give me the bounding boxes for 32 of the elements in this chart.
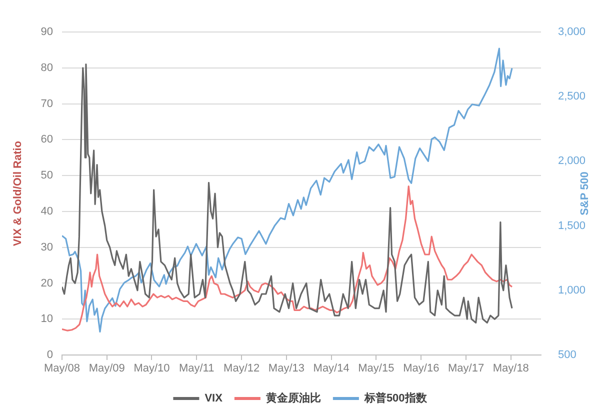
x-tick-label: May/16: [403, 362, 440, 375]
y2-tick-label: 2,500: [558, 90, 586, 103]
legend-label: 黄金原油比: [264, 392, 321, 405]
y-tick-label: 40: [40, 205, 53, 218]
y-tick-label: 50: [40, 170, 53, 182]
x-tick-label: May/15: [358, 362, 394, 375]
y2-tick-label: 500: [558, 349, 576, 362]
y2-axis-title: S&P 500: [579, 172, 592, 216]
y2-tick-label: 3,000: [558, 26, 586, 38]
y-tick-label: 20: [40, 277, 53, 290]
y-tick-label: 0: [46, 349, 53, 362]
y-axis-title: VIX & Gold/Oil Ratio: [12, 140, 24, 246]
x-tick-label: May/08: [44, 362, 80, 375]
y2-tick-label: 1,000: [558, 284, 586, 296]
x-tick-label: May/17: [448, 362, 484, 375]
y-tick-label: 30: [40, 241, 53, 254]
x-tick-label: May/11: [178, 362, 214, 375]
x-tick-label: May/14: [313, 362, 350, 375]
x-tick-label: May/12: [224, 362, 260, 375]
x-tick-label: May/13: [268, 362, 304, 375]
legend-label: VIX: [204, 392, 224, 405]
y-tick-label: 90: [40, 26, 53, 38]
legend-label: 标普500指数: [363, 392, 428, 405]
x-tick-label: May/10: [134, 362, 170, 375]
y-tick-label: 70: [40, 98, 53, 110]
y-tick-label: 10: [40, 313, 53, 326]
y-tick-label: 80: [40, 62, 53, 74]
y2-tick-label: 1,500: [558, 220, 586, 232]
x-tick-label: May/09: [88, 362, 125, 375]
y-tick-label: 60: [40, 134, 53, 146]
x-tick-label: May/18: [492, 362, 529, 375]
y2-tick-label: 2,000: [558, 155, 586, 168]
